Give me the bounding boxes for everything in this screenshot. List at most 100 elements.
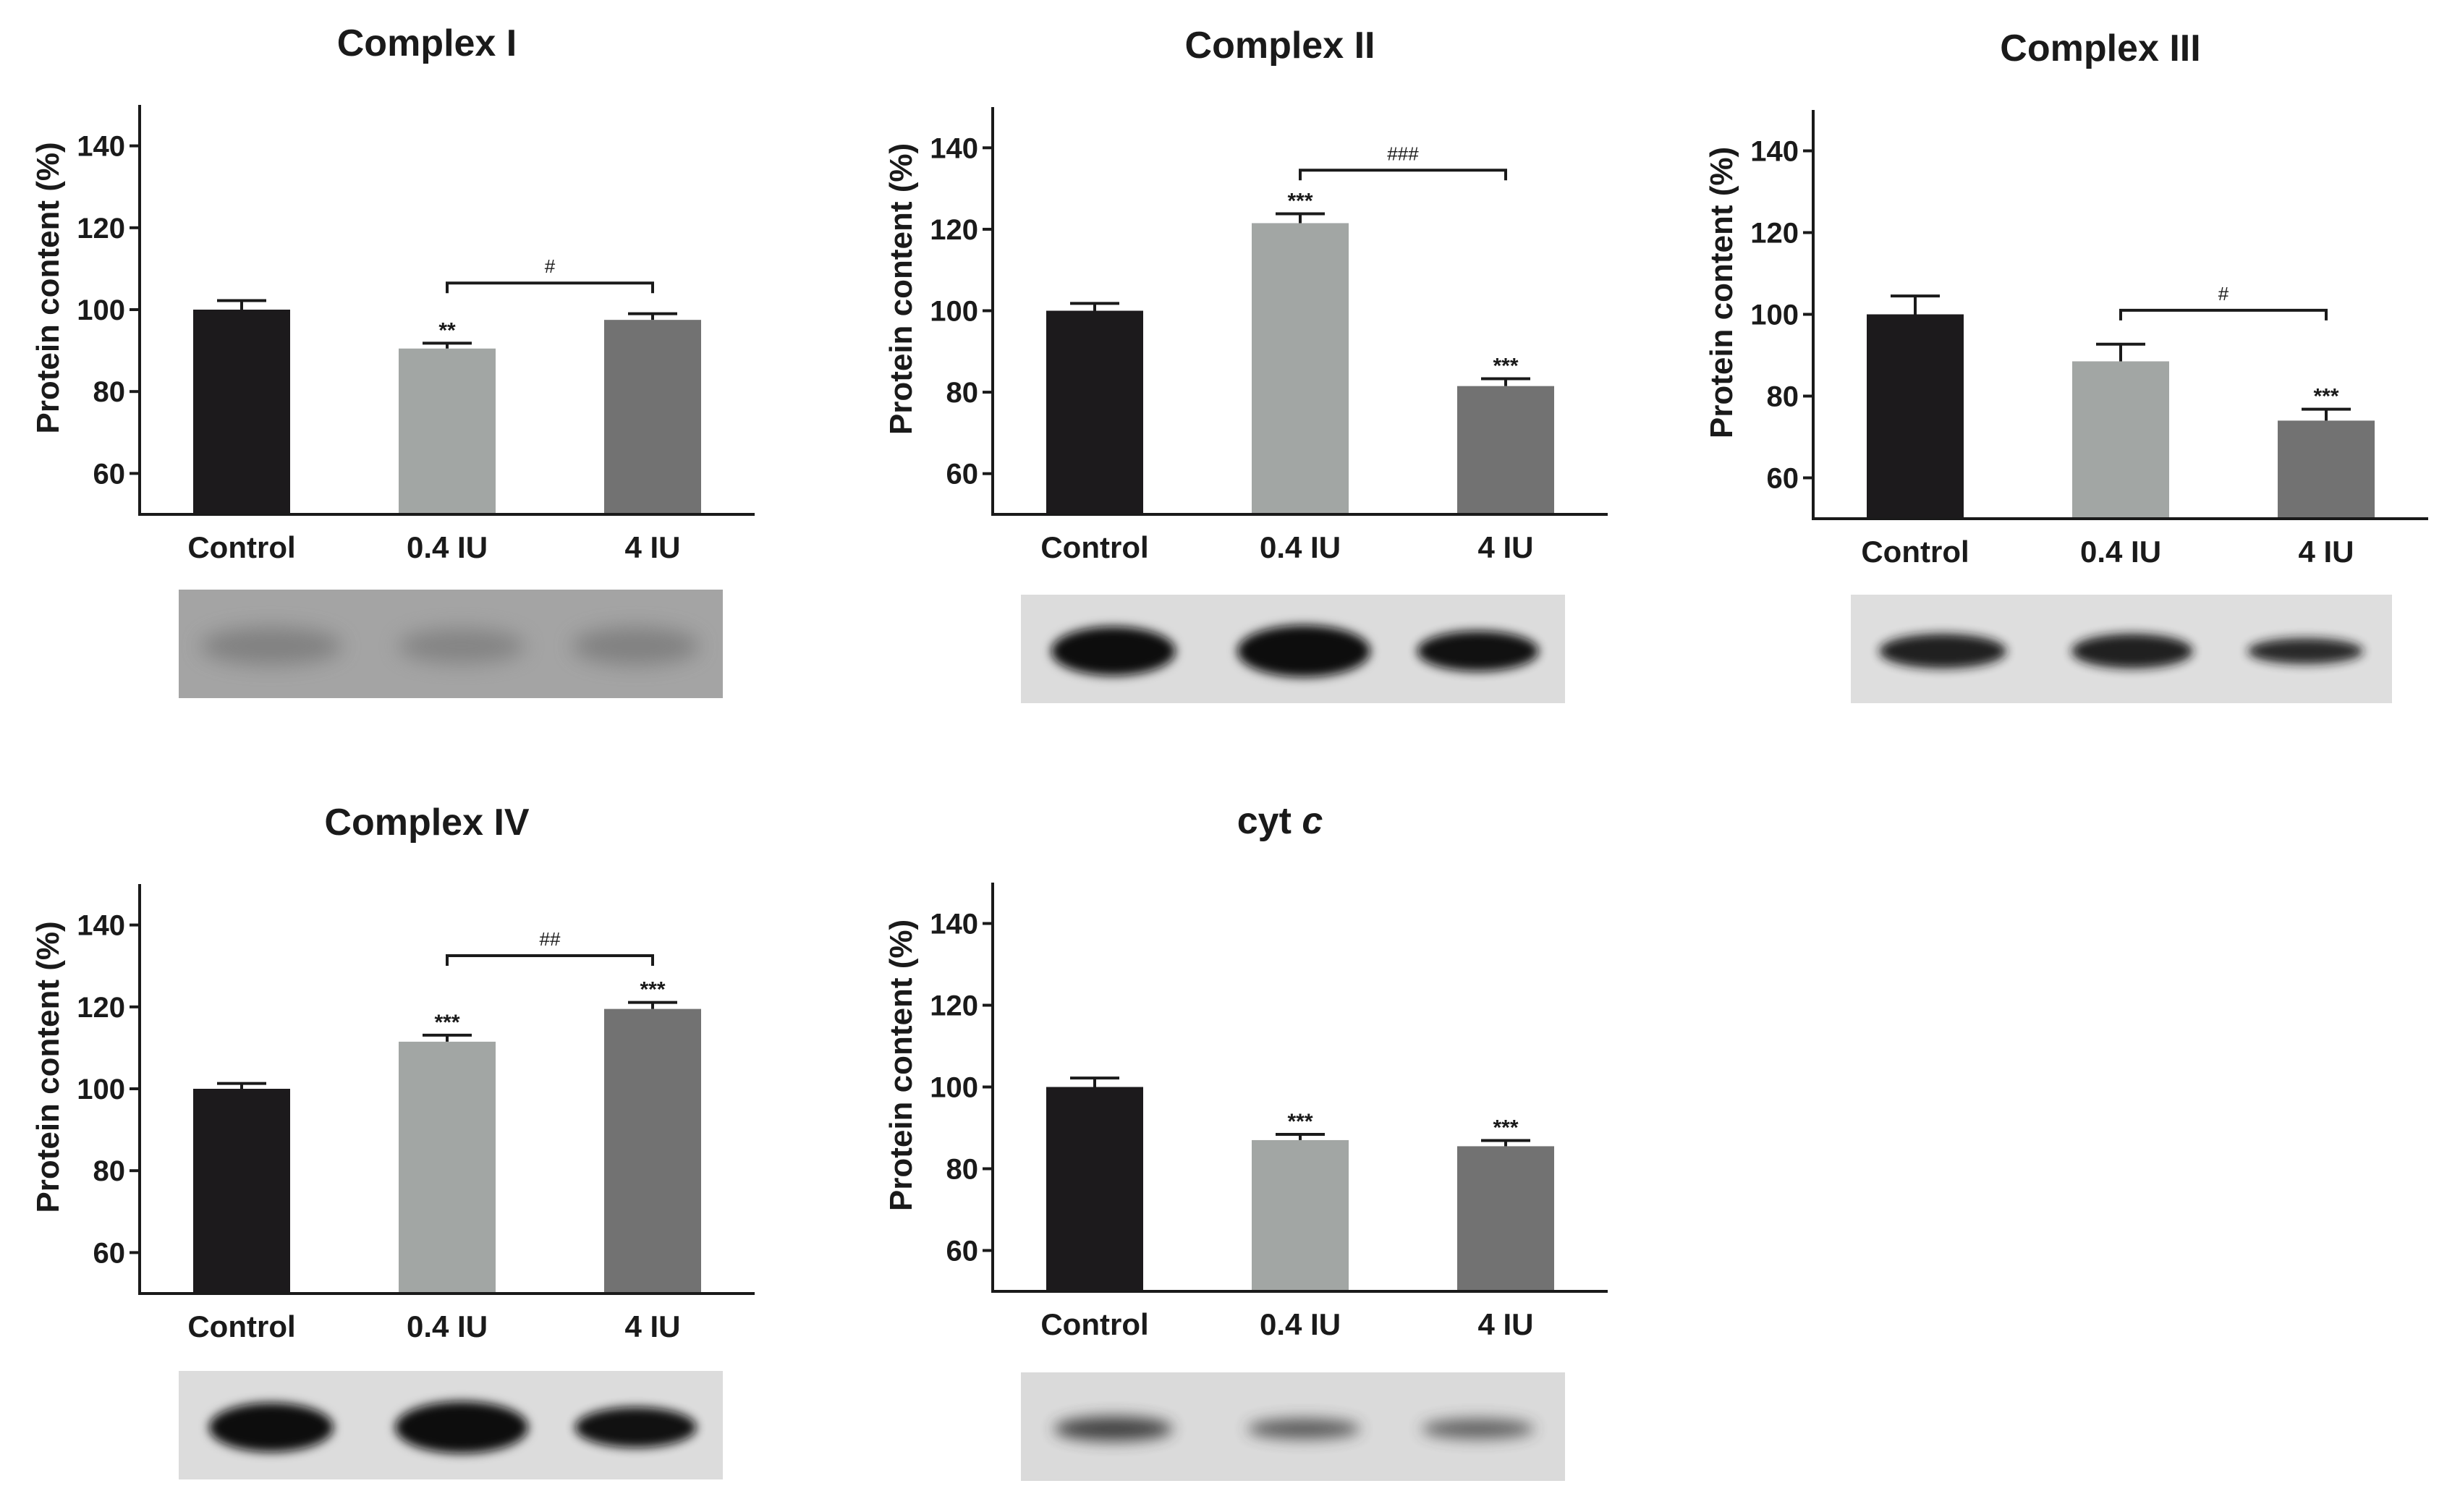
chart-panel: cyt c Protein content (%) 60 80 100 120 140 Con… — [883, 800, 1608, 1481]
x-tick-label: 4 IU — [1477, 530, 1533, 564]
y-axis-label: Protein content (%) — [883, 143, 919, 435]
blot-band — [1053, 1417, 1173, 1441]
bar — [1457, 1146, 1554, 1291]
blot-band — [398, 629, 526, 663]
chart-panel: Complex III Protein content (%) 60 80 100 120… — [1704, 27, 2428, 703]
chart-title-text: Complex I — [337, 22, 517, 64]
blot-band — [200, 627, 342, 665]
y-tick-label: 60 — [946, 459, 979, 490]
chart-title: Complex IV — [324, 802, 529, 844]
x-tick-label: 4 IU — [1477, 1307, 1533, 1341]
chart-panel: Complex II Protein content (%) 60 80 100 120 1… — [883, 25, 1608, 703]
chart-title: Complex III — [2000, 27, 2200, 69]
chart-title: Complex II — [1185, 25, 1375, 67]
blot-band — [208, 1403, 334, 1452]
significance-label: *** — [1493, 1116, 1518, 1140]
bar — [1252, 1139, 1349, 1291]
chart-title: cyt c — [1237, 800, 1323, 842]
significance-label: *** — [1493, 354, 1518, 378]
y-tick-label: 80 — [946, 377, 979, 409]
y-tick-label: 140 — [930, 909, 978, 940]
y-tick-label: 120 — [930, 990, 978, 1022]
bar — [1457, 386, 1554, 514]
blot-band — [1417, 631, 1539, 671]
x-tick-label: Control — [1861, 535, 1969, 569]
y-tick-label: 60 — [93, 458, 126, 490]
blot-band — [2247, 638, 2364, 664]
bar — [604, 1008, 701, 1294]
chart-title-text: Complex III — [2000, 27, 2200, 69]
bar — [604, 320, 701, 514]
bar — [1252, 223, 1349, 514]
y-axis-label: Protein content (%) — [883, 919, 919, 1211]
y-tick-label: 120 — [77, 992, 125, 1024]
y-axis-label: Protein content (%) — [30, 142, 66, 433]
western-blot — [1851, 595, 2392, 703]
blot-band — [1237, 625, 1371, 677]
western-blot — [179, 590, 723, 698]
chart-title-italic: c — [1302, 800, 1323, 842]
comparison-bracket — [1299, 169, 1507, 181]
blot-band — [1051, 627, 1176, 676]
chart-panel: Complex I Protein content (%) 60 80 100 120 14… — [30, 22, 755, 698]
blot-band — [574, 1407, 697, 1448]
y-tick-label: 100 — [1750, 300, 1799, 331]
y-tick-label: 60 — [1767, 463, 1799, 495]
blot-band — [1247, 1419, 1361, 1439]
bar — [399, 348, 496, 514]
y-tick-label: 80 — [946, 1154, 979, 1186]
x-tick-label: 4 IU — [2298, 535, 2354, 569]
x-tick-label: 0.4 IU — [2080, 535, 2161, 569]
bar — [1867, 314, 1964, 519]
chart-title-text: cyt — [1237, 800, 1302, 842]
y-tick-label: 100 — [77, 294, 125, 326]
blot-band — [1879, 634, 2007, 668]
chart-title: Complex I — [337, 22, 517, 64]
x-tick-label: 0.4 IU — [1260, 530, 1341, 564]
blot-band — [572, 627, 700, 665]
y-axis-label: Protein content (%) — [1704, 147, 1739, 438]
chart-panel: Complex IV Protein content (%) 60 80 100 120 1… — [30, 802, 755, 1479]
blot-band — [2071, 634, 2193, 668]
significance-label: ** — [438, 318, 456, 342]
significance-label: *** — [1287, 1110, 1312, 1134]
y-tick-label: 80 — [93, 1155, 126, 1187]
x-tick-label: 0.4 IU — [407, 1309, 488, 1343]
western-blot — [179, 1371, 723, 1479]
bracket-label: ## — [540, 928, 561, 950]
significance-label: *** — [2313, 385, 2338, 409]
x-tick-label: Control — [1040, 1307, 1148, 1341]
bar — [1046, 310, 1143, 514]
significance-label: *** — [640, 978, 665, 1002]
x-tick-label: 0.4 IU — [407, 530, 488, 564]
y-axis-label: Protein content (%) — [30, 921, 66, 1212]
blot-band — [1421, 1419, 1535, 1439]
x-tick-label: Control — [187, 1309, 295, 1343]
y-tick-label: 60 — [946, 1236, 979, 1267]
bar — [193, 310, 290, 514]
y-tick-label: 140 — [77, 131, 125, 163]
comparison-bracket — [446, 954, 654, 967]
y-tick-label: 120 — [930, 214, 978, 246]
y-tick-label: 120 — [1750, 218, 1799, 250]
bracket-label: # — [545, 255, 556, 277]
y-tick-label: 80 — [93, 376, 126, 408]
y-tick-label: 100 — [930, 296, 978, 328]
western-blot — [1021, 1372, 1565, 1481]
western-blot — [1021, 595, 1565, 703]
bar — [2278, 420, 2375, 519]
blot-band — [395, 1401, 529, 1453]
significance-label: *** — [1287, 190, 1312, 213]
x-tick-label: 0.4 IU — [1260, 1307, 1341, 1341]
y-tick-label: 140 — [930, 132, 978, 164]
y-tick-label: 80 — [1767, 381, 1799, 413]
bar — [2072, 361, 2169, 519]
bar — [1046, 1087, 1143, 1291]
bracket-label: ### — [1387, 143, 1419, 164]
y-tick-label: 120 — [77, 213, 125, 245]
x-tick-label: 4 IU — [624, 530, 680, 564]
bar — [193, 1089, 290, 1294]
y-tick-label: 140 — [77, 910, 125, 942]
